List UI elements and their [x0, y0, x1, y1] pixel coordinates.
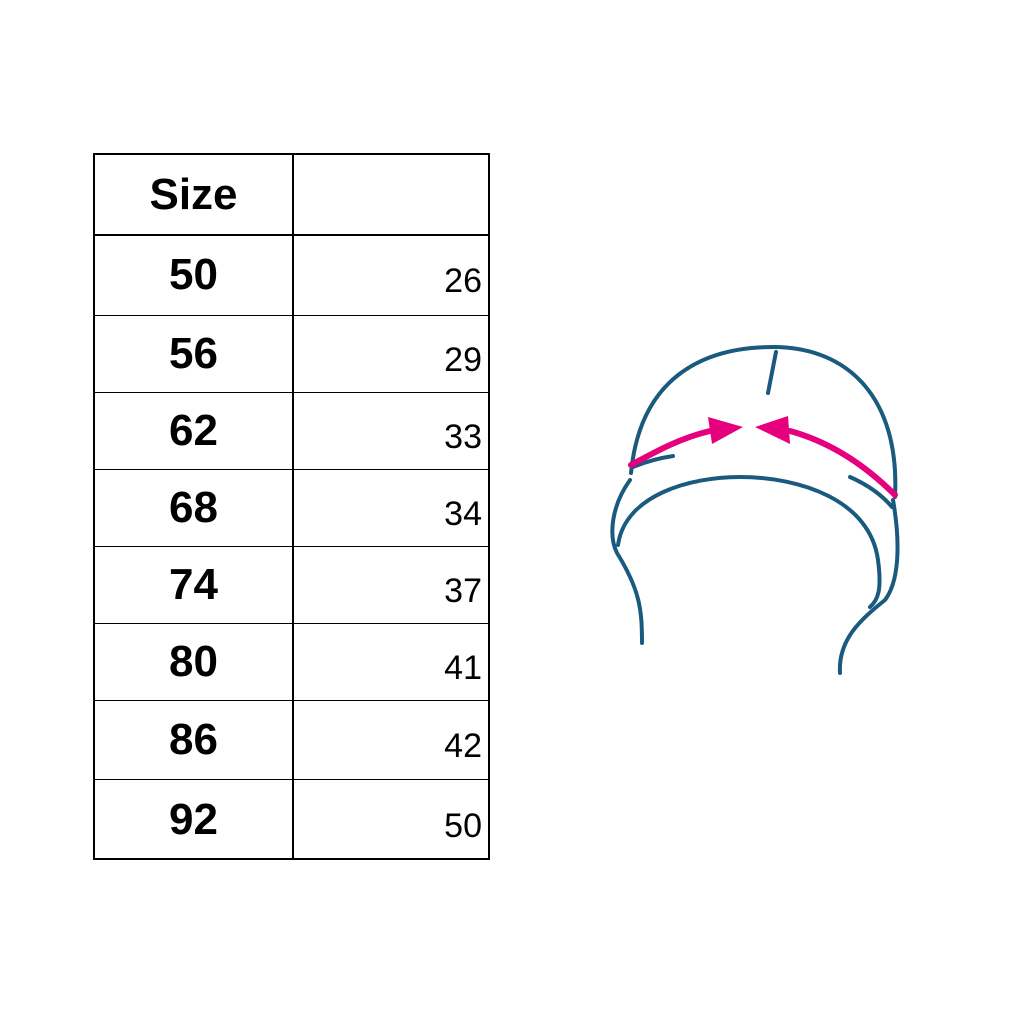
value-cell: 41: [444, 649, 482, 687]
size-cell: 80: [169, 636, 218, 686]
hat-band-right: [837, 498, 900, 675]
size-cell: 68: [169, 482, 218, 532]
header-size: Size: [149, 169, 238, 219]
value-cell: 37: [444, 572, 482, 610]
row-divider: [95, 623, 488, 624]
row-divider: [95, 315, 488, 316]
size-table: Size 50 26 56 29 62 33 68 34 74 37 80 41 86 42 92 50: [93, 153, 490, 860]
value-cell: 29: [444, 341, 482, 379]
row-divider: [95, 700, 488, 701]
value-cell: 33: [444, 418, 482, 456]
hat-band-left: [610, 478, 644, 645]
hat-crown: [629, 344, 898, 499]
arrow-right-shaft: [787, 428, 898, 498]
arrow-right-head: [755, 416, 790, 444]
value-cell: 50: [444, 807, 482, 845]
column-divider: [292, 155, 294, 858]
value-cell: 42: [444, 727, 482, 765]
hat-brim-right-line: [848, 475, 894, 509]
arrow-left-shaft: [628, 428, 713, 468]
row-divider: [95, 469, 488, 470]
hat-seam: [766, 350, 778, 395]
size-cell: 62: [169, 405, 218, 455]
value-cell: 26: [444, 262, 482, 300]
row-divider: [95, 779, 488, 780]
row-divider: [95, 392, 488, 393]
size-cell: 86: [169, 714, 218, 764]
row-divider: [95, 234, 488, 236]
size-cell: 56: [169, 328, 218, 378]
size-cell: 92: [169, 794, 218, 844]
size-cell: 50: [169, 249, 218, 299]
arrow-left-head: [708, 417, 743, 444]
row-divider: [95, 546, 488, 547]
size-cell: 74: [169, 559, 218, 609]
value-cell: 34: [444, 495, 482, 533]
hat-brim-left-line: [631, 454, 675, 469]
hat-band-inner: [616, 474, 882, 609]
